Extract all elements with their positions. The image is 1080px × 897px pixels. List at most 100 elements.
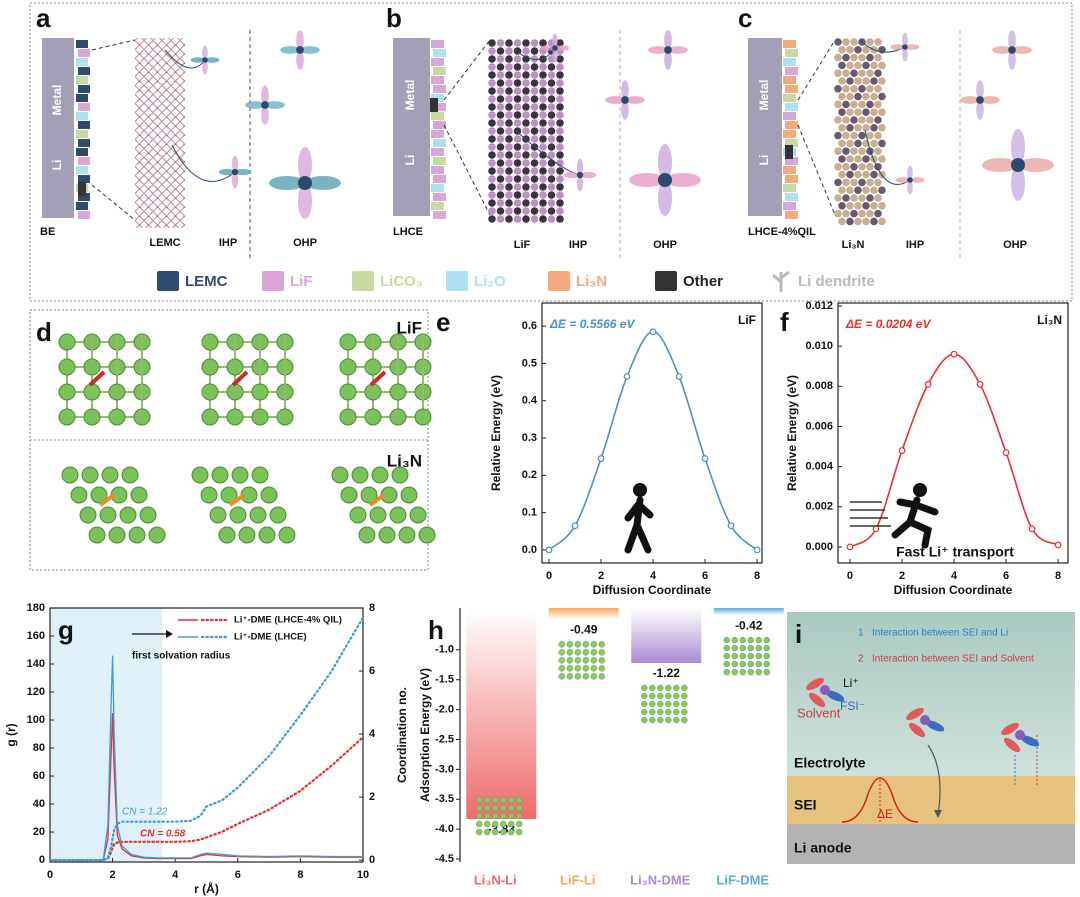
lattice-atom [513,135,522,143]
sei-block [78,139,90,147]
sei-block [78,175,90,183]
lattice-atom [547,199,556,207]
thumb-atom [598,665,605,672]
x-axis-title: Diffusion Coordinate [894,583,1013,597]
atom [260,486,278,504]
lattice-atom [522,191,530,199]
runner-icon [891,496,939,549]
y-tick-label: -4.0 [435,823,454,835]
ion [261,101,269,109]
sei-block [431,76,444,84]
lattice-atom [834,194,842,202]
thumb-atom [763,668,770,676]
atom [58,408,76,426]
ion-petal [664,30,672,50]
atom [226,358,244,376]
thumb-atom [681,700,688,708]
lattice-atom [870,124,878,132]
lattice-atom [846,61,854,70]
plot-frame [49,607,364,863]
lattice-atom [513,39,522,47]
solvent [1001,722,1019,736]
lattice-atom [874,100,882,109]
lattice-atom [842,194,850,202]
sei-block [78,193,90,201]
panel-label: i [795,619,802,649]
sei-block [78,67,90,75]
lattice-atom [850,147,858,155]
lattice-atom [505,151,513,159]
sei-block [78,121,90,129]
lattice-atom [488,55,496,63]
lattice-atom [878,155,886,163]
y-tick-label: 60 [33,770,45,782]
atom [339,358,357,376]
lattice-atom [878,217,886,226]
atom [108,526,126,544]
lattice-atom [846,170,854,179]
li-metal [393,38,430,216]
ion-petal [296,30,304,50]
ion-petal [658,144,672,180]
ion-petal [605,96,625,104]
lattice-atom [539,207,547,215]
thumb-atom [582,665,589,672]
barrier-curve [841,777,919,823]
atom [201,358,219,376]
lattice-atom [496,103,505,111]
legend-swatch [446,271,468,291]
atom [191,466,209,484]
lattice-atom [496,55,505,63]
thumb-atom [500,796,507,804]
lattice-atom [842,100,850,109]
ion-petal [1008,50,1016,70]
lattice-atom [505,63,513,71]
ion-petal [976,100,984,120]
thumb-atom [476,804,483,812]
lattice-atom [842,85,850,93]
lattice-atom [513,151,522,159]
metal-label: Metal [50,85,64,116]
lattice-atom [870,202,878,210]
thumb-atom [476,796,483,804]
point [976,380,984,388]
lattice-atom [530,135,539,143]
x-tick-label: Li₃N-Li [474,872,517,887]
atom [58,383,76,401]
sei-block [76,166,88,174]
electrolyte-name: LHCE-4%QIL [748,226,816,238]
point [701,455,709,462]
thumb-atom [598,649,605,656]
lemc-lattice [135,38,185,228]
lattice-atom [834,209,842,218]
atom [389,408,407,426]
ion-petal [231,172,239,189]
atom [258,526,276,544]
sei-block [433,103,446,111]
ion-petal [976,80,984,100]
lattice-atom [556,111,564,119]
other-block [785,145,793,159]
thumb-atom [739,636,746,644]
lattice-atom [513,159,522,167]
lattice-atom [842,116,850,124]
lattice-atom [874,147,882,155]
ion-petal [907,165,913,180]
walker-icon [624,496,654,554]
anion [1020,735,1040,747]
lattice-atom [842,53,850,62]
y-tick-label: 0.0 [522,544,537,556]
lattice-atom [874,116,882,124]
li-ion [920,715,930,725]
lattice-atom [556,135,564,143]
lattice-atom [862,202,870,210]
thumb-atom [492,796,499,804]
thumb-atom [763,652,770,660]
lattice-atom [834,85,842,93]
thumb-atom [657,692,664,700]
lattice-atom [530,151,539,159]
lattice-atom [505,215,513,223]
ion-petal [1011,165,1025,201]
diffusion-arrow [369,370,387,387]
